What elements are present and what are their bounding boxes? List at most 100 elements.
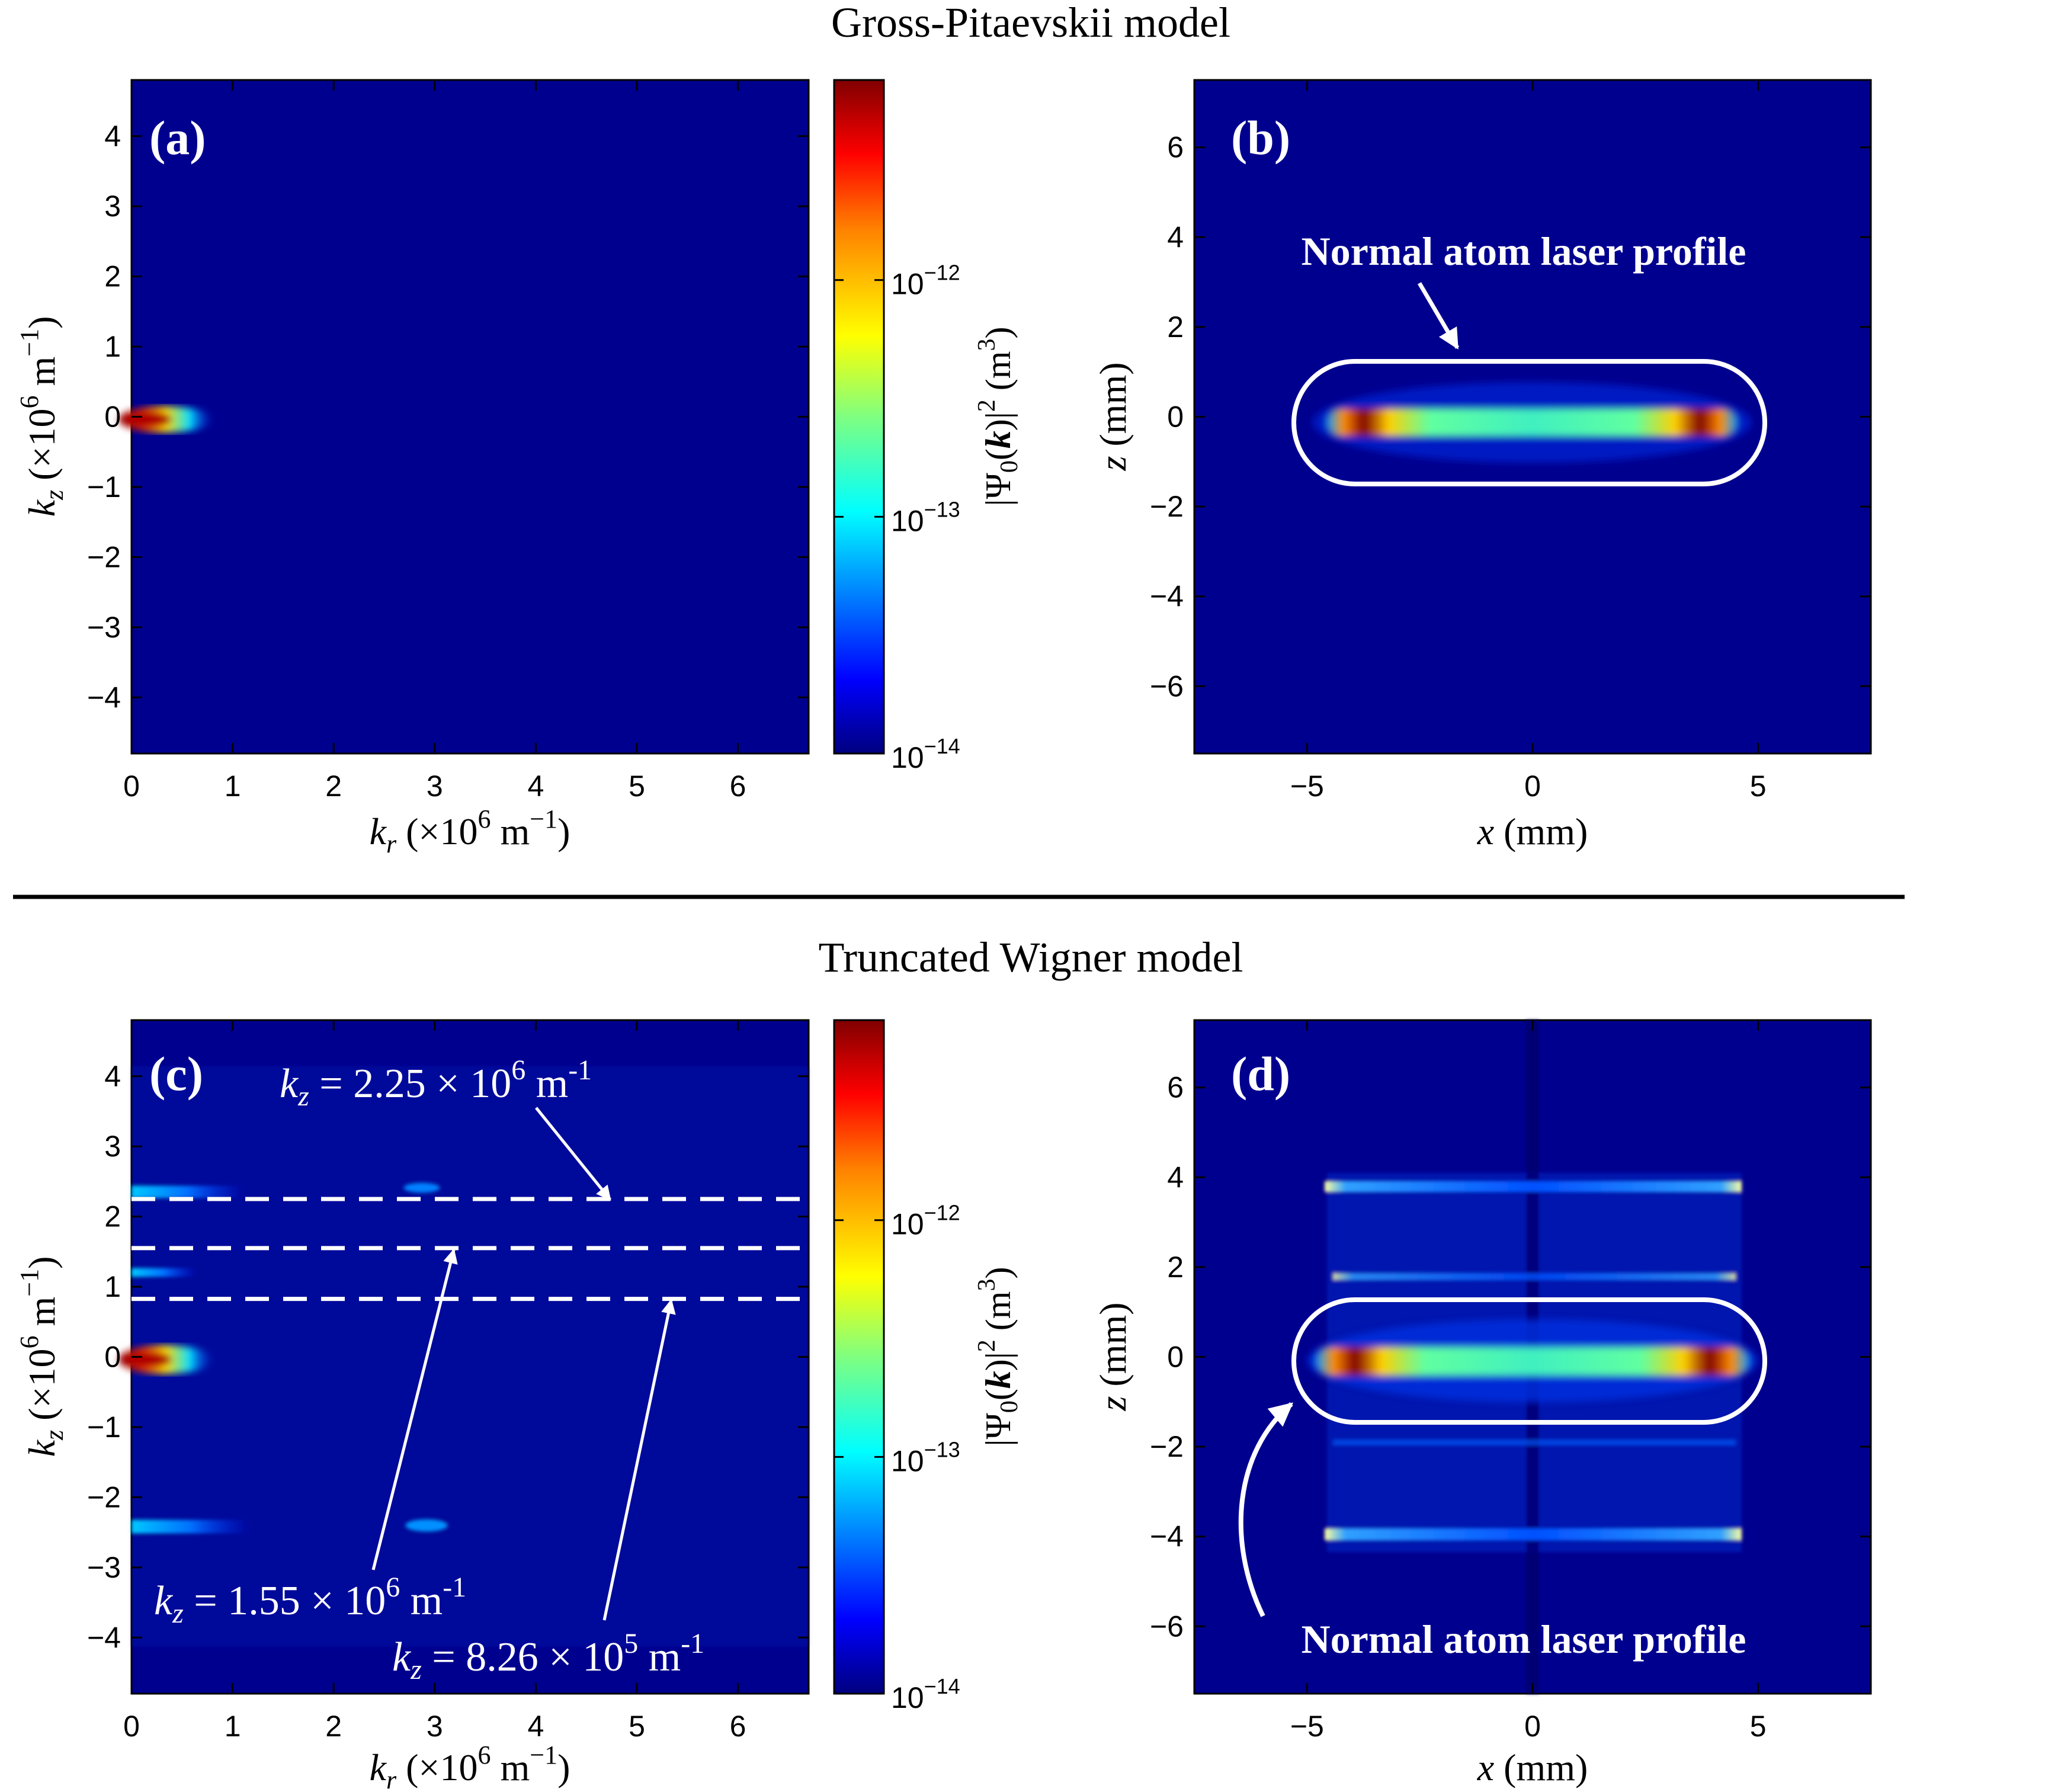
panel-c-arrow-3	[602, 1299, 676, 1621]
x-tick-label: 3	[427, 1710, 443, 1743]
panel-label-b: (b)	[1231, 111, 1290, 165]
colorbar-tick-label: 10−13	[891, 497, 960, 537]
x-tick-label: 0	[1524, 770, 1541, 803]
colorbar-tick-label: 10−12	[891, 1201, 960, 1241]
y-tick-label: −3	[87, 1551, 121, 1584]
panel-c-xlabel: kr (×106 m−1)	[370, 1740, 570, 1792]
x-tick-label: −5	[1290, 1710, 1324, 1743]
panel-c-annotation-2: kz = 1.55 × 106 m-1	[154, 1572, 466, 1629]
panel-a-hotspot	[118, 406, 213, 432]
y-tick-label: 0	[104, 400, 121, 434]
y-tick-label: 4	[104, 120, 121, 153]
panel-d-highlight-box	[1291, 1297, 1767, 1425]
y-tick-label: 4	[1167, 220, 1184, 254]
panel-c-features	[132, 1066, 809, 1647]
x-tick-label: 0	[1524, 1710, 1541, 1743]
panel-b: (b) Normal atom laser profile −5 0 5 −6 −4 −2…	[1092, 79, 1872, 852]
colorbar-2-label: |Ψ0(k)|2 (m3)	[973, 1267, 1023, 1447]
y-tick-label: 4	[1167, 1161, 1184, 1194]
y-tick-label: 4	[104, 1060, 121, 1093]
y-tick-label: −4	[87, 1621, 121, 1654]
x-tick-label: 1	[225, 770, 241, 803]
x-tick-label: 6	[730, 770, 746, 803]
panel-d-ylabel: z (mm)	[1092, 1302, 1134, 1411]
y-tick-label: 1	[104, 330, 121, 363]
y-tick-label: −6	[1150, 1610, 1184, 1643]
panel-label-a: (a)	[149, 111, 206, 165]
x-tick-label: 5	[629, 770, 645, 803]
panel-b-ticks: −5 0 5 −6 −4 −2 0 2 4 6	[1150, 80, 1871, 803]
panel-c-ylabel: kz (×106 m−1)	[15, 1256, 69, 1457]
x-tick-label: −5	[1290, 770, 1324, 803]
panel-a-ylabel: kz (×106 m−1)	[15, 316, 69, 517]
colorbar-tick-label: 10−13	[891, 1437, 960, 1477]
y-tick-label: 3	[104, 190, 121, 223]
y-tick-label: 1	[104, 1270, 121, 1303]
colorbar-2-ticks: 10−14 10−13 10−12	[834, 1201, 960, 1714]
panel-a: (a) 0 1 2 3 4 5 6 −4 −3 −2 −1 0 1 2 3 4 kr (×106 m−1) k…	[15, 79, 810, 858]
x-tick-label: 4	[527, 770, 544, 803]
y-tick-label: −1	[87, 1410, 121, 1444]
panel-d-xlabel: x (mm)	[1477, 1746, 1588, 1788]
y-tick-label: 0	[1167, 1341, 1184, 1374]
colorbar-1-ticks: 10−14 10−13 10−12	[834, 261, 960, 774]
y-tick-label: 2	[1167, 1251, 1184, 1284]
x-tick-label: 5	[629, 1710, 645, 1743]
panel-b-xlabel: x (mm)	[1477, 810, 1588, 852]
y-tick-label: −6	[1150, 669, 1184, 703]
y-tick-label: 2	[1167, 310, 1184, 344]
colorbar-1-bar	[833, 79, 885, 755]
y-tick-label: −2	[87, 1480, 121, 1514]
y-tick-label: 6	[1167, 131, 1184, 164]
panel-c-arrow-2	[371, 1248, 458, 1570]
panel-a-ticks: 0 1 2 3 4 5 6 −4 −3 −2 −1 0 1 2 3 4	[87, 80, 809, 803]
colorbar-1-label: |Ψ0(k)|2 (m3)	[973, 327, 1023, 506]
x-tick-label: 5	[1750, 1710, 1767, 1743]
panel-d-annotation-arrow	[1238, 1402, 1294, 1617]
x-tick-label: 2	[325, 1710, 342, 1743]
colorbar-2: 10−14 10−13 10−12 |Ψ0(k)|2 (m3)	[833, 1019, 1023, 1714]
panel-b-annotation: Normal atom laser profile	[1302, 229, 1746, 274]
panel-b-profile	[1313, 382, 1751, 463]
y-tick-label: −4	[1150, 580, 1184, 613]
panel-d: (d) Normal atom laser profile −5 0 5 −6 −4 −2…	[1092, 1019, 1872, 1788]
panel-d-annotation: Normal atom laser profile	[1302, 1617, 1746, 1662]
panel-c: (c) kz = 2.25 × 106 m-1 kz = 1.55 × 106 …	[15, 1019, 810, 1792]
title-bottom: Truncated Wigner model	[819, 934, 1243, 981]
x-tick-label: 5	[1750, 770, 1767, 803]
x-tick-label: 2	[325, 770, 342, 803]
y-tick-label: −4	[87, 681, 121, 714]
panel-b-annotation-arrow	[1417, 282, 1460, 350]
y-tick-label: 2	[104, 1200, 121, 1233]
x-tick-label: 0	[123, 1710, 140, 1743]
x-tick-label: 6	[730, 1710, 746, 1743]
y-tick-label: −1	[87, 470, 121, 504]
panel-a-plot-area	[130, 79, 810, 755]
y-tick-label: 0	[1167, 400, 1184, 434]
colorbar-tick-label: 10−12	[891, 261, 960, 301]
panel-b-ylabel: z (mm)	[1092, 362, 1134, 471]
panel-c-arrow-1	[535, 1107, 611, 1201]
y-tick-label: −3	[87, 611, 121, 644]
y-tick-label: 6	[1167, 1071, 1184, 1104]
y-tick-label: −2	[1150, 490, 1184, 523]
panel-c-hotspot	[118, 1345, 213, 1374]
panel-a-xlabel: kr (×106 m−1)	[370, 804, 570, 858]
panel-b-highlight-box	[1291, 359, 1767, 486]
y-tick-label: 3	[104, 1130, 121, 1163]
panel-d-ticks: −5 0 5 −6 −4 −2 0 2 4 6	[1150, 1020, 1871, 1743]
colorbar-tick-label: 10−14	[891, 1674, 960, 1714]
title-top: Gross-Pitaevskii model	[831, 0, 1230, 46]
x-tick-label: 0	[123, 770, 140, 803]
panel-c-annotation-3: kz = 8.26 × 105 m-1	[392, 1628, 704, 1685]
panel-c-annotation-1: kz = 2.25 × 106 m-1	[280, 1054, 592, 1112]
colorbar-2-bar	[833, 1019, 885, 1695]
colorbar-1: 10−14 10−13 10−12 |Ψ0(k)|2 (m3)	[833, 79, 1023, 774]
y-tick-label: 2	[104, 260, 121, 293]
panel-label-d: (d)	[1231, 1047, 1290, 1101]
y-tick-label: 0	[104, 1341, 121, 1374]
x-tick-label: 1	[225, 1710, 241, 1743]
x-tick-label: 4	[527, 1710, 544, 1743]
panel-c-ticks: 0 1 2 3 4 5 6 −4 −3 −2 −1 0 1 2 3 4	[87, 1020, 809, 1743]
